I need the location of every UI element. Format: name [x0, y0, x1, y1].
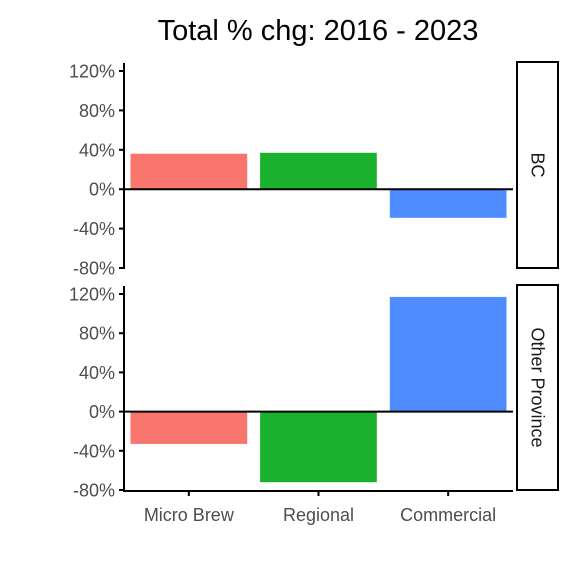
x-tick-label-2: Commercial — [400, 505, 496, 525]
bar-0-0: Micro Brew: 36% — [130, 153, 248, 190]
y-tick-label-1-0: -80% — [73, 481, 115, 501]
y-tick-label-0-4: 80% — [79, 101, 115, 121]
bar-0-2: Commercial: -29% — [389, 189, 507, 218]
strip-box-1 — [516, 284, 559, 491]
strip-box-0 — [516, 61, 559, 269]
panels: Micro Brew: 36% Regional: 37% Commercial: … — [69, 61, 559, 501]
chart-title: Total % chg: 2016 - 2023 — [158, 15, 479, 47]
y-tick-label-1-2: 0% — [89, 402, 115, 422]
y-tick-label-0-2: 0% — [89, 180, 115, 200]
y-tick-label-0-0: -80% — [73, 259, 115, 279]
x-axis: Micro Brew Regional Commercial — [123, 490, 513, 525]
y-tick-label-1-3: 40% — [79, 363, 115, 383]
panel-0: Micro Brew: 36% Regional: 37% Commercial: … — [69, 61, 559, 279]
y-tick-label-0-1: -40% — [73, 219, 115, 239]
y-tick-label-1-4: 80% — [79, 324, 115, 344]
panel-1: Micro Brew: -33% Regional: -72%Commercial… — [69, 284, 559, 501]
bar-1-1: Regional: -72% — [260, 411, 377, 483]
strip-label-0: BC — [528, 152, 548, 177]
bar-0-1: Regional: 37% — [260, 152, 377, 190]
y-tick-label-0-3: 40% — [79, 140, 115, 160]
y-tick-label-1-5: 120% — [69, 285, 115, 305]
bar-1-0: Micro Brew: -33% — [130, 411, 248, 444]
bar-1-2: Commercial: 117% — [389, 296, 507, 412]
y-tick-label-0-5: 120% — [69, 62, 115, 82]
strip-label-1: Other Province — [528, 327, 548, 447]
y-tick-label-1-1: -40% — [73, 441, 115, 461]
x-tick-label-0: Micro Brew — [144, 505, 235, 525]
x-tick-label-1: Regional — [283, 505, 354, 525]
